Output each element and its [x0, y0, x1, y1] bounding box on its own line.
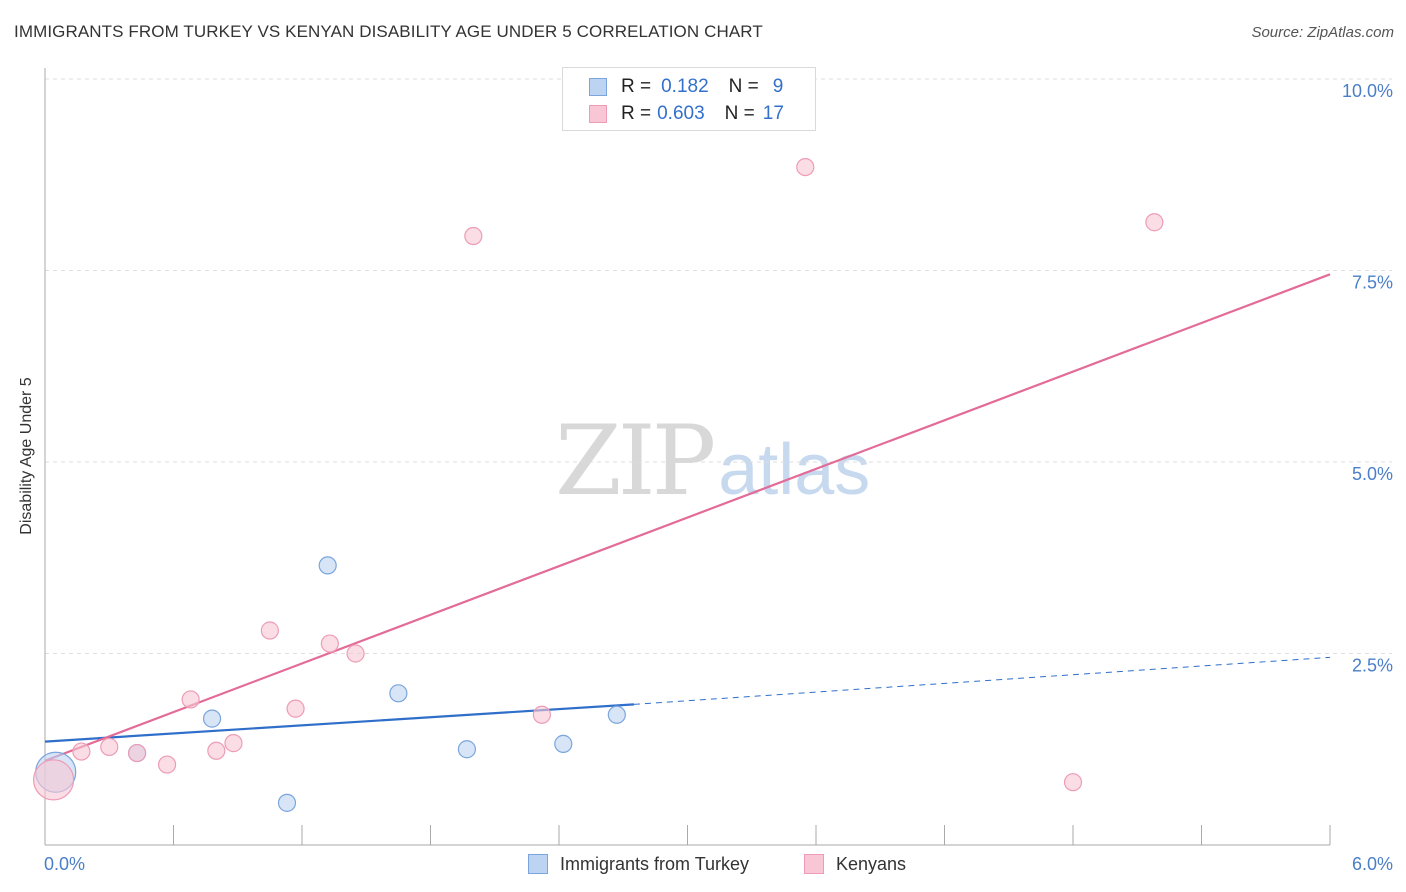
legend-n-label: N = — [728, 76, 759, 97]
data-point-kenyan — [100, 737, 119, 757]
trend-lines — [44, 273, 1331, 762]
series-legend: Immigrants from Turkey Kenyans — [0, 851, 1406, 877]
chart-title: IMMIGRANTS FROM TURKEY VS KENYAN DISABIL… — [14, 22, 763, 41]
x-tick-label: 0.0% — [44, 854, 85, 874]
legend-item-kenyan[interactable]: Kenyans — [804, 851, 906, 877]
data-point-turkey — [202, 709, 222, 728]
legend-n-value-turkey: 9 — [772, 76, 784, 97]
data-point-kenyan — [32, 759, 75, 801]
legend-swatch-turkey — [528, 854, 548, 874]
legend-n-value-kenyan: 17 — [762, 103, 784, 124]
data-point-turkey — [277, 793, 297, 812]
correlation-legend: R = 0.182 N = 9 R = 0.603 N = 17 — [562, 67, 816, 131]
legend-r-value-kenyan: 0.603 — [657, 103, 705, 124]
legend-r-label: R = — [621, 103, 652, 124]
trend-line-kenyan — [44, 273, 1331, 762]
legend-row-turkey: R = 0.182 N = 9 — [563, 74, 783, 100]
y-tick-label: 10.0% — [1342, 81, 1393, 101]
y-tick-label: 2.5% — [1352, 656, 1393, 676]
data-point-kenyan — [464, 226, 483, 246]
tick-labels: 2.5% 5.0% 7.5% 10.0% 0.0% 6.0% — [44, 81, 1393, 874]
data-point-kenyan — [157, 755, 177, 774]
data-point-kenyan — [286, 699, 305, 718]
legend-swatch-kenyan — [804, 854, 824, 874]
data-point-kenyan — [181, 690, 200, 709]
watermark-zip: ZIP — [555, 405, 716, 517]
data-point-kenyan — [127, 743, 147, 763]
legend-item-turkey[interactable]: Immigrants from Turkey — [528, 851, 749, 877]
legend-row-kenyan: R = 0.603 N = 17 — [563, 101, 784, 127]
data-point-turkey — [554, 734, 573, 753]
data-point-kenyan — [72, 742, 91, 761]
legend-r-value-turkey: 0.182 — [661, 76, 709, 97]
data-point-kenyan — [1063, 773, 1083, 792]
source-credit: Source: ZipAtlas.com — [1251, 24, 1394, 41]
data-point-kenyan — [260, 621, 279, 640]
grid-lines — [45, 78, 1392, 654]
axes — [44, 68, 1331, 846]
y-tick-label: 5.0% — [1352, 464, 1393, 484]
legend-r-label: R = — [621, 76, 652, 97]
legend-swatch-kenyan — [589, 105, 607, 123]
data-point-turkey — [389, 684, 408, 703]
trend-line-turkey-extension — [633, 656, 1331, 705]
legend-label-kenyan: Kenyans — [836, 853, 907, 874]
legend-n-label: N = — [724, 103, 755, 124]
y-tick-label: 7.5% — [1352, 273, 1393, 293]
data-point-turkey — [318, 556, 337, 575]
data-point-kenyan — [796, 157, 815, 177]
zipatlas-watermark: ZIPatlas — [555, 405, 870, 517]
data-point-kenyan — [346, 644, 365, 663]
legend-swatch-turkey — [589, 78, 607, 96]
data-point-kenyan — [207, 741, 226, 760]
data-points — [32, 157, 1164, 812]
legend-label-turkey: Immigrants from Turkey — [560, 853, 750, 874]
x-tick-label: 6.0% — [1352, 854, 1393, 874]
data-point-turkey — [607, 705, 626, 724]
data-point-kenyan — [532, 705, 551, 724]
data-point-kenyan — [1145, 213, 1164, 232]
data-point-kenyan — [320, 634, 339, 653]
data-point-kenyan — [224, 734, 243, 753]
data-point-turkey — [457, 740, 477, 759]
